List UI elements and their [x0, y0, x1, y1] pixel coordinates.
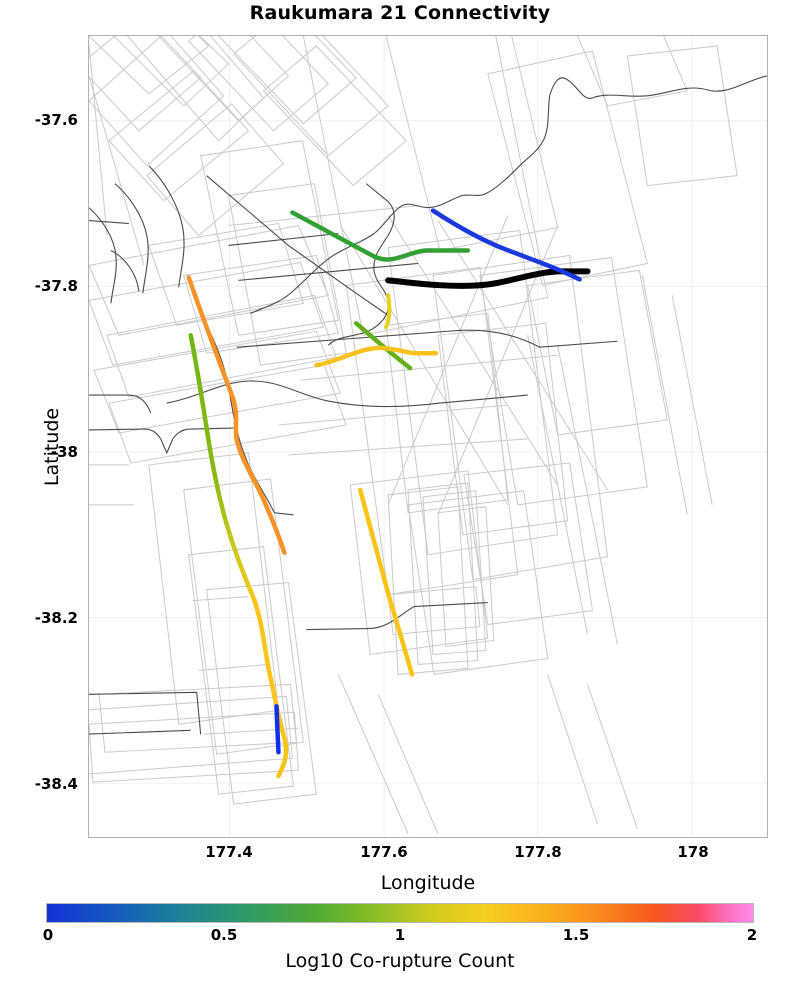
colorbar-container — [46, 903, 754, 923]
x-axis-label: Longitude — [380, 872, 476, 894]
ytick-2: -38 — [50, 443, 78, 461]
fault-orange-left — [186, 275, 287, 555]
colorbar-title: Log10 Co-rupture Count — [285, 950, 515, 972]
gridlines — [89, 36, 767, 837]
fault-black-main — [385, 268, 591, 289]
fault-green-left — [188, 333, 257, 603]
fault-patch-outlines — [89, 36, 738, 835]
fault-blue-ne — [430, 208, 582, 282]
xtick-0: 177.4 — [205, 843, 253, 861]
connectivity-faults — [186, 208, 591, 779]
ytick-1: -37.8 — [34, 277, 78, 295]
map-canvas — [89, 36, 767, 837]
colorbar-gradient — [46, 903, 754, 923]
ytick-4: -38.4 — [34, 775, 78, 793]
y-axis-label: Latitude — [41, 407, 63, 487]
colorbar-tick-2: 1 — [394, 926, 406, 944]
colorbar-tick-4: 2 — [746, 926, 758, 944]
map-axes — [88, 35, 768, 838]
colorbar-tick-0: 0 — [42, 926, 54, 944]
fault-gold-lower-right — [357, 487, 415, 677]
xtick-2: 177.8 — [514, 843, 562, 861]
page-title: Raukumara 21 Connectivity — [249, 2, 551, 24]
fault-yellow-mid — [314, 345, 439, 368]
fault-green-upper — [290, 210, 471, 262]
fault-gold-lower-left — [252, 598, 289, 779]
xtick-1: 177.6 — [360, 843, 408, 861]
fault-yellow-short — [384, 293, 392, 330]
colorbar-tick-3: 1.5 — [562, 926, 590, 944]
ytick-3: -38.2 — [34, 609, 78, 627]
xtick-3: 178 — [677, 843, 709, 861]
fault-blue-sw — [274, 704, 281, 755]
ytick-0: -37.6 — [34, 111, 78, 129]
colorbar-tick-1: 0.5 — [210, 926, 238, 944]
